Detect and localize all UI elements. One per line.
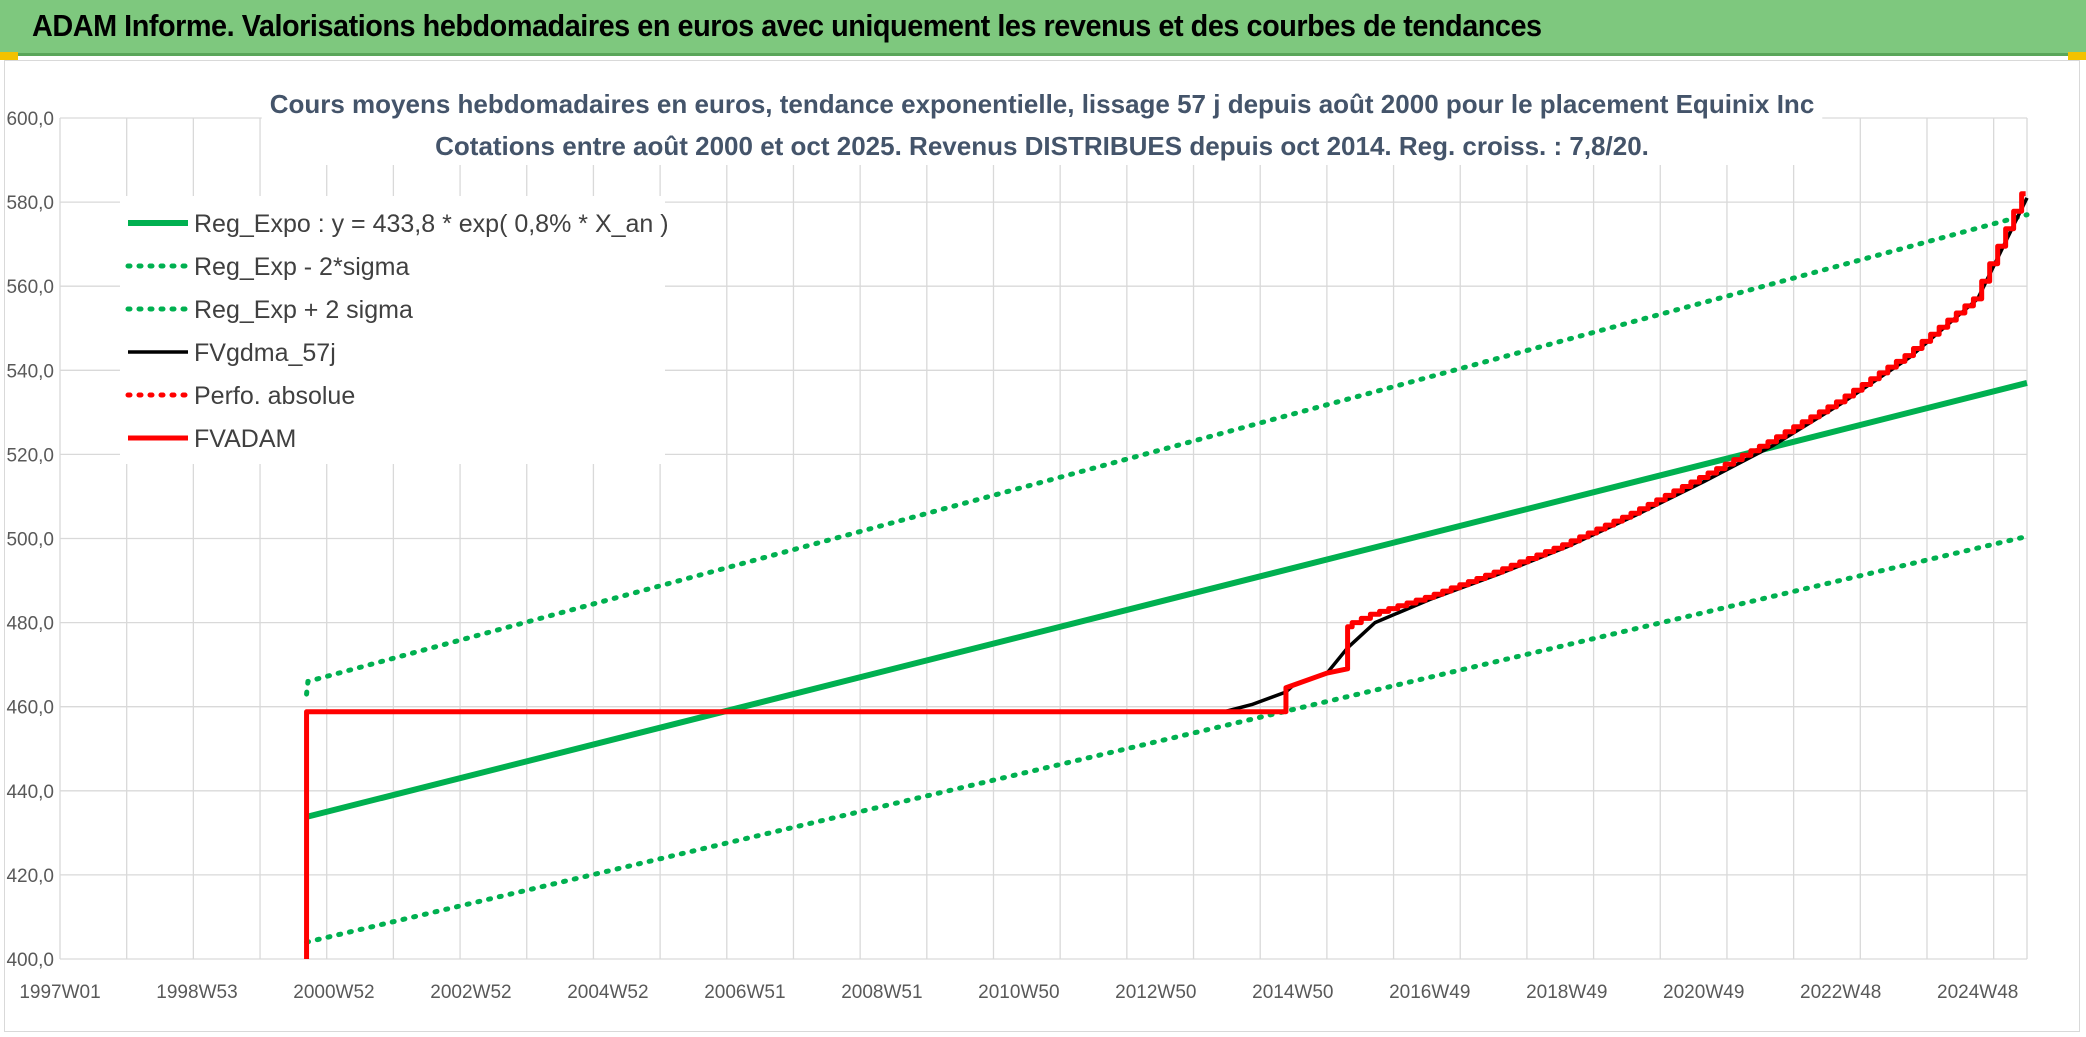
x-tick-label: 2018W49 (1526, 982, 1607, 1003)
legend-label: Perfo. absolue (194, 382, 355, 410)
report-banner: ADAM Informe. Valorisations hebdomadaire… (0, 0, 2086, 56)
series-line-1 (304, 533, 2030, 945)
series-line-2 (304, 212, 2030, 697)
corner-mark-right (2068, 52, 2086, 60)
series-line-5 (304, 191, 2026, 959)
corner-mark-left (0, 52, 18, 60)
y-tick-label: 540,0 (6, 361, 54, 382)
x-tick-label: 2024W48 (1937, 982, 2018, 1003)
y-tick-label: 460,0 (6, 698, 54, 719)
y-tick-label: 420,0 (6, 866, 54, 887)
x-tick-label: 2022W48 (1800, 982, 1881, 1003)
x-tick-label: 2006W51 (704, 982, 785, 1003)
legend-label: Reg_Exp + 2 sigma (194, 296, 413, 324)
y-tick-label: 500,0 (6, 530, 54, 551)
legend-label: FVgdma_57j (194, 339, 336, 367)
x-tick-label: 2016W49 (1389, 982, 1470, 1003)
y-tick-label: 440,0 (6, 782, 54, 803)
x-tick-label: 2014W50 (1252, 982, 1333, 1003)
chart-title-line: Cours moyens hebdomadaires en euros, ten… (270, 89, 1815, 119)
x-tick-label: 1997W01 (19, 982, 100, 1003)
series-layer (304, 191, 2030, 959)
y-tick-label: 400,0 (6, 950, 54, 971)
chart-frame (4, 60, 2080, 1032)
x-tick-label: 2000W52 (293, 982, 374, 1003)
y-tick-label: 580,0 (6, 193, 54, 214)
axis-layer: 400,0 420,0 440,0 460,0 480,0 500,0 520,0 540,0… (6, 109, 2018, 1003)
legend-background (120, 196, 665, 464)
x-tick-label: 2004W52 (567, 982, 648, 1003)
x-tick-label: 2012W50 (1115, 982, 1196, 1003)
x-tick-label: 2002W52 (430, 982, 511, 1003)
x-tick-label: 2020W49 (1663, 982, 1744, 1003)
y-tick-label: 480,0 (6, 614, 54, 635)
chart-title-line: Cotations entre août 2000 et oct 2025. R… (435, 131, 1649, 161)
report-title: ADAM Informe. Valorisations hebdomadaire… (32, 8, 1542, 43)
y-tick-label: 600,0 (6, 109, 54, 130)
x-tick-label: 1998W53 (156, 982, 237, 1003)
chart-legend: Reg_Expo : y = 433,8 * exp( 0,8% * X_an … (120, 196, 669, 464)
chart-title: Cours moyens hebdomadaires en euros, ten… (270, 89, 1815, 161)
legend-label: FVADAM (194, 425, 296, 453)
legend-label: Reg_Exp - 2*sigma (194, 253, 409, 281)
legend-label: Reg_Expo : y = 433,8 * exp( 0,8% * X_an … (194, 210, 669, 238)
y-tick-label: 520,0 (6, 445, 54, 466)
y-tick-label: 560,0 (6, 277, 54, 298)
chart-title-background (261, 87, 1823, 165)
x-tick-label: 2008W51 (841, 982, 922, 1003)
x-tick-label: 2010W50 (978, 982, 1059, 1003)
